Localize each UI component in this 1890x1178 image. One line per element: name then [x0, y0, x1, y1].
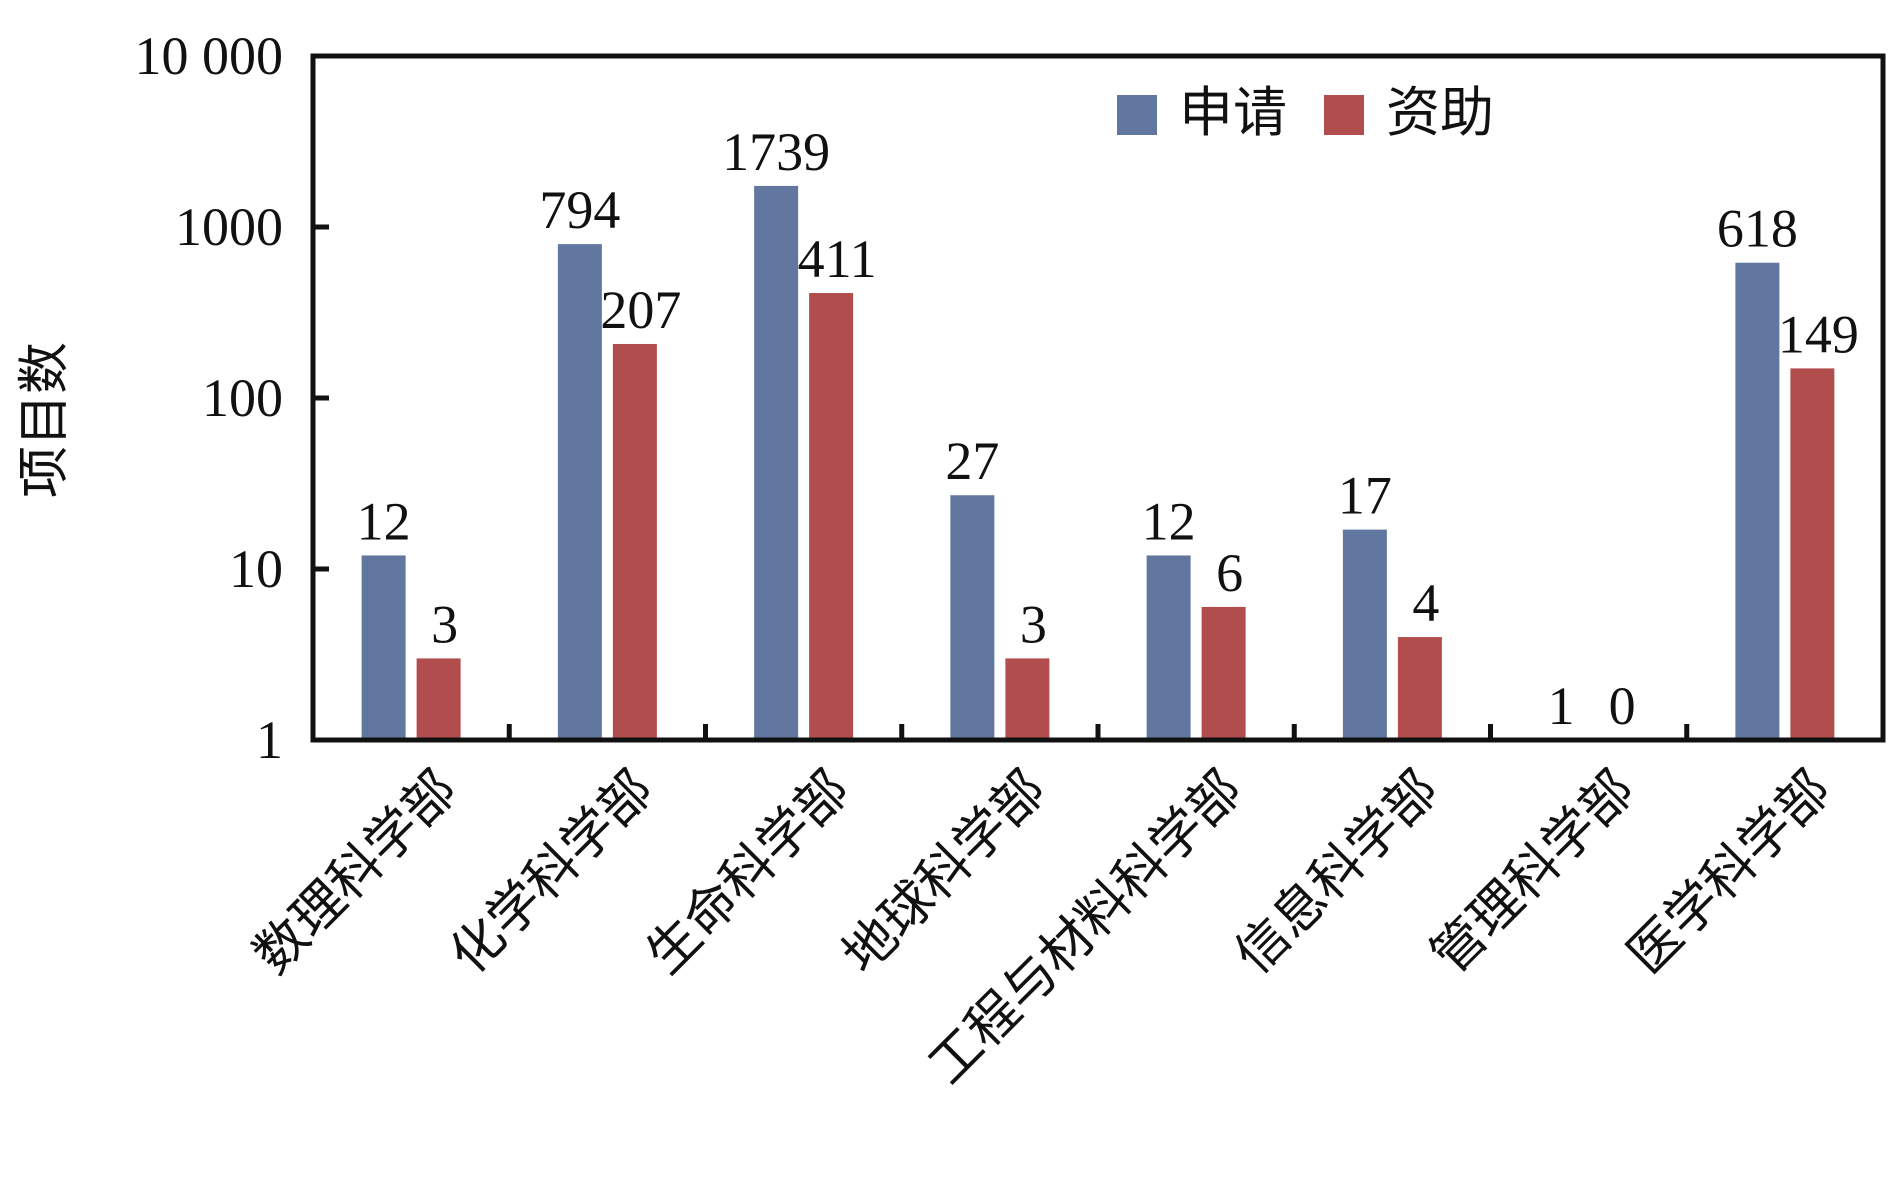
y-tick-label-1: 10: [229, 539, 283, 599]
value-label-apply-7: 618: [1717, 199, 1798, 259]
value-label-fund-4: 6: [1216, 543, 1243, 603]
value-label-apply-1: 794: [539, 180, 620, 240]
legend: 申请 资助: [1117, 81, 1494, 144]
plot-frame: [310, 53, 1886, 743]
bar-apply-3: [950, 495, 995, 738]
legend-swatch-apply: [1117, 95, 1157, 135]
bar-fund-7: [1790, 368, 1835, 738]
value-label-apply-6: 1: [1548, 676, 1575, 736]
bar-fund-5: [1397, 637, 1442, 738]
bar-fund-2: [809, 293, 854, 738]
value-label-fund-0: 3: [431, 594, 458, 654]
category-label-0: 数理科学部: [243, 759, 469, 985]
value-label-fund-6: 0: [1609, 676, 1636, 736]
bar-fund-4: [1201, 606, 1246, 738]
y-tick-label-2: 100: [202, 368, 283, 428]
category-label-2: 生命科学部: [635, 759, 861, 985]
bar-apply-1: [557, 244, 602, 739]
y-axis-label: 项目数: [15, 342, 75, 498]
category-label-7: 医学科学部: [1616, 759, 1842, 985]
value-label-fund-2: 411: [798, 229, 877, 289]
category-label-1: 化学科学部: [439, 759, 665, 985]
y-tick-label-4: 10 000: [135, 26, 284, 86]
bars-layer: [361, 185, 1835, 739]
value-label-apply-0: 12: [357, 491, 411, 551]
bar-apply-5: [1342, 529, 1387, 738]
y-tick-label-3: 1000: [175, 197, 283, 257]
legend-swatch-fund: [1324, 95, 1364, 135]
bar-apply-2: [754, 185, 799, 739]
value-label-apply-4: 12: [1142, 491, 1196, 551]
bar-fund-1: [612, 343, 657, 738]
x-axis-ticks: [506, 724, 1690, 740]
legend-label-apply: 申请: [1179, 81, 1287, 144]
y-tick-label-0: 1: [256, 710, 283, 770]
value-label-fund-3: 3: [1020, 594, 1047, 654]
value-label-apply-5: 17: [1338, 466, 1392, 526]
value-label-fund-1: 207: [600, 280, 681, 340]
bar-apply-4: [1146, 555, 1191, 738]
value-label-fund-5: 4: [1412, 573, 1439, 633]
category-label-5: 信息科学部: [1224, 759, 1450, 985]
bar-fund-3: [1005, 658, 1050, 738]
x-axis-labels: 数理科学部化学科学部生命科学部地球科学部工程与材料科学部信息科学部管理科学部医学…: [243, 759, 1843, 1096]
category-label-6: 管理科学部: [1420, 759, 1646, 985]
bar-apply-0: [361, 555, 406, 738]
y-axis-ticks: 1 10 100 1000 10 000: [135, 26, 329, 770]
value-label-fund-7: 149: [1778, 304, 1859, 364]
legend-label-fund: 资助: [1386, 81, 1494, 144]
value-labels-layer: 12 3 794 207 1739 411 27 3 12 6 17 4 1 0 618 149: [357, 122, 1859, 736]
value-label-apply-2: 1739: [722, 122, 830, 182]
bar-apply-7: [1735, 262, 1780, 738]
value-label-apply-3: 27: [945, 431, 999, 491]
bar-fund-0: [416, 658, 461, 738]
